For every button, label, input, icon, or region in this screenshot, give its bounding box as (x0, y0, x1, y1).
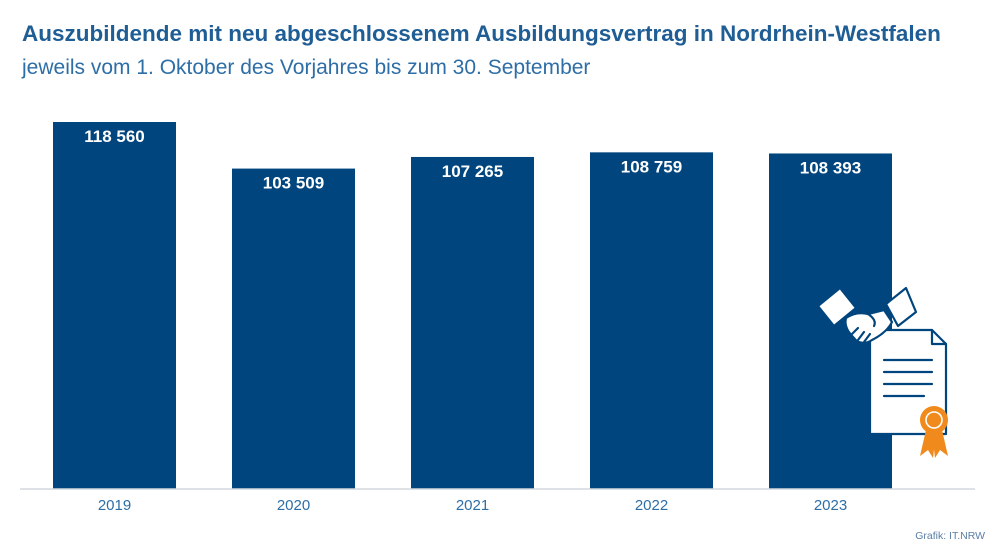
x-tick-label: 2019 (98, 497, 131, 514)
bar-value-label: 108 759 (621, 157, 682, 176)
bar-2020 (232, 168, 355, 489)
bar-value-label: 103 509 (263, 174, 324, 193)
x-tick-label: 2020 (277, 497, 310, 514)
chart-subtitle: jeweils vom 1. Oktober des Vorjahres bis… (22, 56, 591, 79)
bar-value-label: 118 560 (84, 127, 145, 146)
handshake-contract-icon (816, 286, 948, 458)
x-tick-label: 2021 (456, 497, 489, 514)
chart-title: Auszubildende mit neu abgeschlossenem Au… (22, 21, 941, 46)
bar-2022 (590, 152, 713, 489)
x-tick-labels: 2019 2020 2021 2022 2023 (98, 497, 847, 514)
x-tick-label: 2022 (635, 497, 668, 514)
bar-value-label: 108 393 (800, 158, 861, 177)
bars-layer: 118 560 103 509 107 265 108 759 108 393 (53, 122, 892, 489)
bar-2019 (53, 122, 176, 489)
bar-2021 (411, 156, 534, 489)
bar-value-label: 107 265 (442, 162, 503, 181)
source-credit: Grafik: IT.NRW (915, 530, 985, 542)
x-tick-label: 2023 (814, 497, 847, 514)
